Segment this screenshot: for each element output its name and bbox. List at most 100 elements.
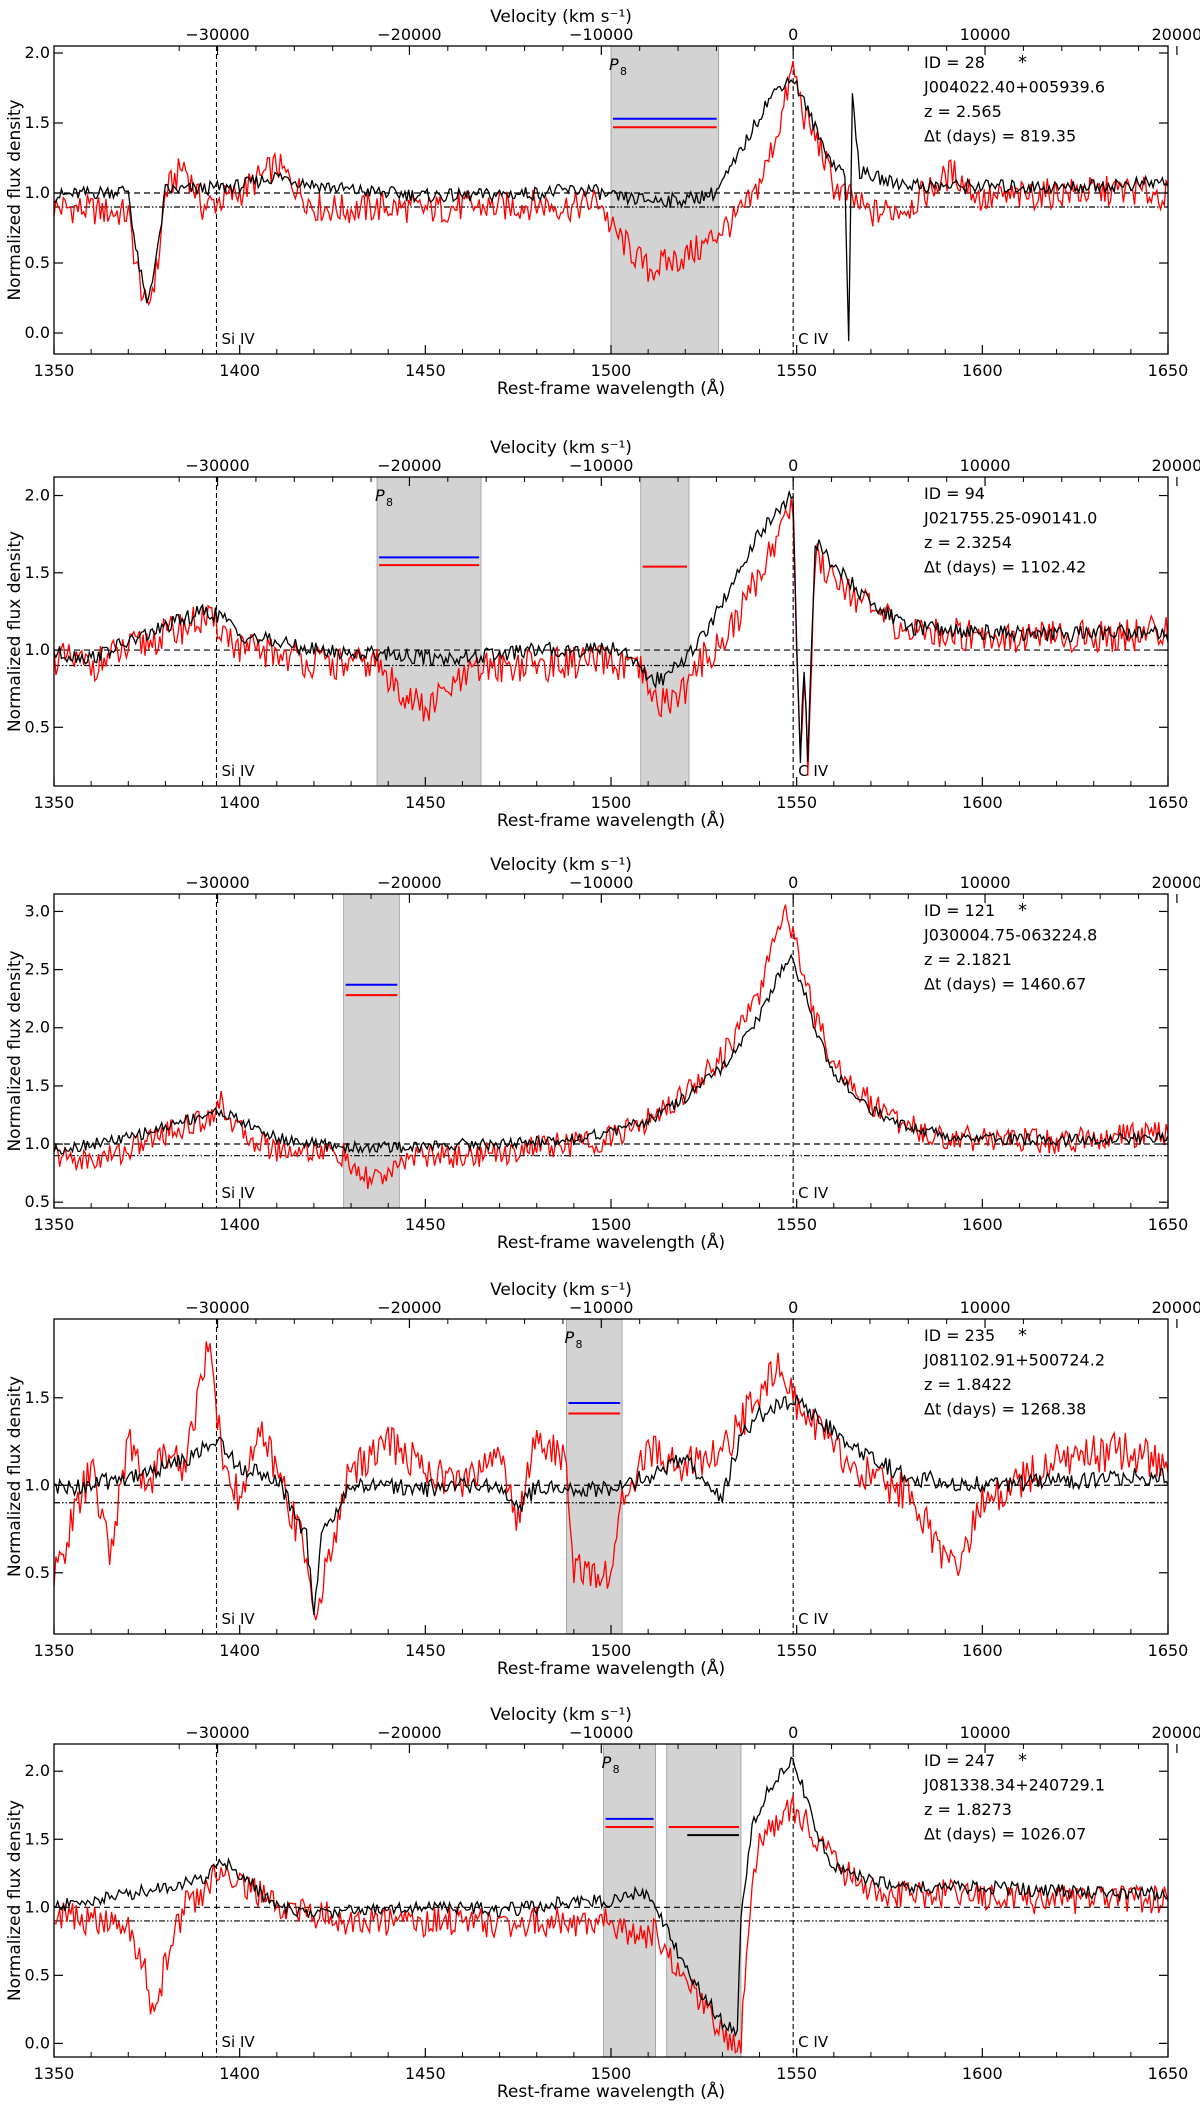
- x-tick-label: 1550: [776, 1215, 817, 1234]
- x-tick-label: 1400: [219, 1215, 260, 1234]
- x-tick-label: 1600: [962, 793, 1003, 812]
- redshift: z = 2.1821: [924, 950, 1012, 969]
- velocity-tick-label: 0: [788, 1298, 798, 1317]
- y-tick-label: 1.0: [25, 1475, 50, 1494]
- y-axis-title: Normalized flux density: [5, 99, 25, 300]
- quasar-name: J004022.40+005939.6: [923, 78, 1105, 97]
- y-tick-label: 2.0: [25, 1761, 50, 1780]
- x-tick-label: 1650: [1148, 361, 1189, 380]
- spectra-group: [54, 1756, 1168, 2054]
- trough-band: [603, 1743, 656, 2058]
- flag-star: *: [1018, 900, 1027, 921]
- quasar-id: ID = 247: [924, 1751, 995, 1770]
- y-tick-label: 0.5: [25, 1563, 50, 1582]
- redshift: z = 1.8273: [924, 1800, 1012, 1819]
- epoch2-spectrum-line: [54, 1795, 1168, 2054]
- y-tick-label: 1.5: [25, 113, 50, 132]
- velocity-axis-title: Velocity (km s⁻¹): [490, 438, 632, 458]
- p8-label: P: [602, 1753, 612, 1772]
- x-tick-label: 1350: [34, 1641, 75, 1660]
- x-tick-label: 1550: [776, 361, 817, 380]
- velocity-tick-label: −20000: [377, 873, 441, 892]
- velocity-tick-label: 0: [788, 456, 798, 475]
- velocity-tick-label: −30000: [185, 25, 249, 44]
- velocity-tick-label: 20000: [1151, 456, 1200, 475]
- x-axis-title: Rest-frame wavelength (Å): [497, 2080, 725, 2102]
- redshift: z = 2.3254: [924, 533, 1012, 552]
- x-tick-label: 1400: [219, 793, 260, 812]
- p8-label: P: [564, 1328, 574, 1347]
- y-tick-label: 1.0: [25, 1134, 50, 1153]
- velocity-tick-label: 20000: [1151, 873, 1200, 892]
- x-tick-label: 1500: [591, 1215, 632, 1234]
- flag-star: *: [1018, 1750, 1027, 1771]
- spectrum-panel: 1350 1400 1450 1500 1550 1600 1650 −30000 −20000…: [5, 1280, 1200, 1679]
- quasar-name: J030004.75-063224.8: [923, 926, 1097, 945]
- x-tick-label: 1500: [591, 361, 632, 380]
- trough-band: [640, 476, 690, 787]
- velocity-tick-label: 10000: [960, 873, 1011, 892]
- time-baseline: Δt (days) = 819.35: [924, 127, 1076, 146]
- spectrum-panel: 1350 1400 1450 1500 1550 1600 1650 −30000 −20000…: [5, 7, 1200, 399]
- flag-star: *: [1018, 1325, 1027, 1346]
- x-axis-title: Rest-frame wavelength (Å): [497, 1231, 725, 1253]
- p8-subscript: 8: [575, 1338, 582, 1351]
- x-tick-label: 1400: [219, 361, 260, 380]
- time-baseline: Δt (days) = 1268.38: [924, 1400, 1086, 1419]
- y-tick-label: 0.0: [25, 323, 50, 342]
- velocity-tick-label: −20000: [377, 456, 441, 475]
- x-tick-label: 1550: [776, 2064, 817, 2083]
- x-tick-label: 1450: [405, 2064, 446, 2083]
- x-tick-label: 1500: [591, 1641, 632, 1660]
- velocity-tick-label: −20000: [377, 25, 441, 44]
- time-baseline: Δt (days) = 1026.07: [924, 1825, 1086, 1844]
- velocity-tick-label: 20000: [1151, 1723, 1200, 1742]
- y-tick-label: 2.0: [25, 1018, 50, 1037]
- velocity-tick-label: 20000: [1151, 25, 1200, 44]
- x-tick-label: 1550: [776, 1641, 817, 1660]
- spectrum-panel: 1350 1400 1450 1500 1550 1600 1650 −30000 −20000…: [5, 438, 1200, 831]
- p8-subscript: 8: [386, 496, 393, 509]
- velocity-tick-label: −10000: [569, 1298, 633, 1317]
- x-axis-title: Rest-frame wavelength (Å): [497, 377, 725, 399]
- y-tick-label: 2.0: [25, 43, 50, 62]
- x-tick-label: 1450: [405, 1641, 446, 1660]
- spectra-group: [54, 1341, 1168, 1621]
- quasar-id: ID = 121: [924, 901, 995, 920]
- si-iv-label: Si IV: [221, 1184, 255, 1202]
- quasar-name: J081102.91+500724.2: [923, 1351, 1105, 1370]
- y-tick-label: 2.0: [25, 486, 50, 505]
- velocity-tick-label: 10000: [960, 1298, 1011, 1317]
- x-tick-label: 1450: [405, 1215, 446, 1234]
- velocity-axis-title: Velocity (km s⁻¹): [490, 7, 632, 27]
- epoch2-spectrum-line: [54, 904, 1168, 1190]
- y-tick-label: 1.5: [25, 1388, 50, 1407]
- velocity-tick-label: 0: [788, 25, 798, 44]
- velocity-tick-label: 0: [788, 1723, 798, 1742]
- x-tick-label: 1450: [405, 361, 446, 380]
- velocity-tick-label: 10000: [960, 456, 1011, 475]
- velocity-tick-label: 0: [788, 873, 798, 892]
- epoch1-spectrum-line: [54, 1756, 1168, 2038]
- x-axis-title: Rest-frame wavelength (Å): [497, 809, 725, 831]
- epoch1-spectrum-line: [54, 489, 1168, 763]
- x-tick-label: 1650: [1148, 1215, 1189, 1234]
- x-axis-title: Rest-frame wavelength (Å): [497, 1657, 725, 1679]
- redshift: z = 2.565: [924, 102, 1002, 121]
- y-tick-label: 0.5: [25, 1965, 50, 1984]
- x-tick-label: 1350: [34, 361, 75, 380]
- velocity-tick-label: −10000: [569, 873, 633, 892]
- x-tick-label: 1600: [962, 1215, 1003, 1234]
- x-tick-label: 1600: [962, 2064, 1003, 2083]
- x-tick-label: 1450: [405, 793, 446, 812]
- x-tick-label: 1650: [1148, 793, 1189, 812]
- velocity-tick-label: −30000: [185, 456, 249, 475]
- spectra-group: [54, 904, 1168, 1190]
- flag-star: *: [1018, 52, 1027, 73]
- time-baseline: Δt (days) = 1102.42: [924, 558, 1086, 577]
- spectrum-panel: 1350 1400 1450 1500 1550 1600 1650 −30000 −20000…: [5, 855, 1200, 1253]
- spectra-group: [54, 60, 1168, 342]
- y-tick-label: 0.5: [25, 717, 50, 736]
- velocity-tick-label: −20000: [377, 1298, 441, 1317]
- velocity-axis-title: Velocity (km s⁻¹): [490, 1280, 632, 1300]
